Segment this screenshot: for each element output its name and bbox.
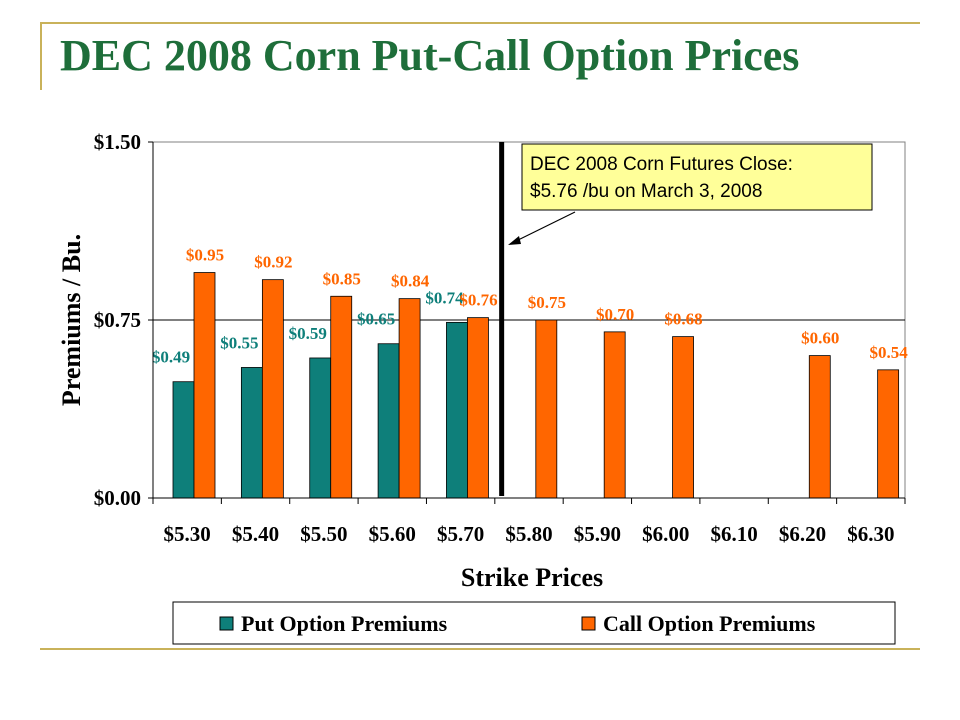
annotation-box	[521, 143, 873, 211]
annotation-arrow	[509, 211, 576, 245]
legend-swatch-put	[219, 616, 234, 631]
put-premium-bar	[172, 381, 195, 499]
legend-box	[172, 601, 896, 645]
call-premium-bar	[398, 298, 421, 499]
x-tick-label: $5.30	[164, 522, 211, 546]
call-value-label: $0.60	[801, 329, 839, 348]
x-tick-label: $6.20	[779, 522, 826, 546]
call-value-label: $0.95	[186, 246, 224, 265]
call-value-label: $0.68	[664, 310, 702, 329]
put-value-label: $0.74	[425, 288, 464, 307]
top-rule	[40, 22, 920, 24]
put-value-label: $0.65	[357, 310, 395, 329]
put-premium-bar	[309, 357, 332, 499]
x-tick-label: $5.70	[437, 522, 484, 546]
x-tick-label: $5.80	[505, 522, 552, 546]
call-premium-bar	[877, 369, 900, 499]
put-value-label: $0.55	[220, 333, 258, 352]
call-value-label: $0.75	[528, 293, 566, 312]
put-premium-bar	[240, 367, 263, 499]
legend-label-call: Call Option Premiums	[603, 611, 816, 636]
annotation-callout: DEC 2008 Corn Futures Close: $5.76 /bu o…	[508, 143, 873, 245]
x-tick-label: $5.60	[369, 522, 416, 546]
y-axis-title: Premiums / Bu.	[57, 234, 86, 406]
call-value-label: $0.76	[459, 291, 497, 310]
x-tick-label: $6.10	[710, 522, 757, 546]
x-tick-label: $6.30	[847, 522, 894, 546]
put-value-label: $0.59	[289, 324, 327, 343]
bottom-rule	[40, 648, 920, 650]
put-premium-bar	[377, 343, 400, 499]
annotation-arrowhead	[508, 236, 521, 245]
left-rule	[40, 22, 42, 90]
put-value-label: $0.49	[152, 348, 190, 367]
annotation-line-1: DEC 2008 Corn Futures Close:	[530, 154, 793, 175]
call-premium-bar	[535, 319, 558, 499]
legend-label-put: Put Option Premiums	[241, 611, 448, 636]
call-premium-bar	[808, 355, 831, 499]
slide-title: DEC 2008 Corn Put-Call Option Prices	[60, 31, 800, 80]
call-premium-bar	[672, 336, 694, 499]
call-value-label: $0.85	[323, 269, 361, 288]
put-premium-bar	[446, 321, 468, 499]
call-premium-bar	[330, 295, 353, 499]
legend-swatch-call	[581, 616, 596, 631]
annotation-line-2: $5.76 /bu on March 3, 2008	[530, 181, 762, 202]
y-tick-label: $0.00	[94, 486, 141, 510]
call-value-label: $0.70	[596, 305, 634, 324]
call-premium-bar	[603, 331, 626, 499]
x-tick-label: $6.00	[642, 522, 689, 546]
call-value-label: $0.54	[870, 343, 909, 362]
x-axis-title: Strike Prices	[461, 563, 603, 592]
call-premium-bar	[261, 279, 284, 499]
call-premium-bar	[467, 317, 489, 499]
y-tick-label: $1.50	[94, 130, 141, 154]
x-tick-label: $5.50	[300, 522, 347, 546]
call-premium-bar	[193, 272, 216, 499]
x-tick-label: $5.40	[232, 522, 279, 546]
call-value-label: $0.92	[254, 253, 292, 272]
call-value-label: $0.84	[391, 272, 430, 291]
y-tick-label: $0.75	[94, 308, 141, 332]
legend: Put Option Premiums Call Option Premiums	[172, 601, 896, 645]
x-tick-label: $5.90	[574, 522, 621, 546]
